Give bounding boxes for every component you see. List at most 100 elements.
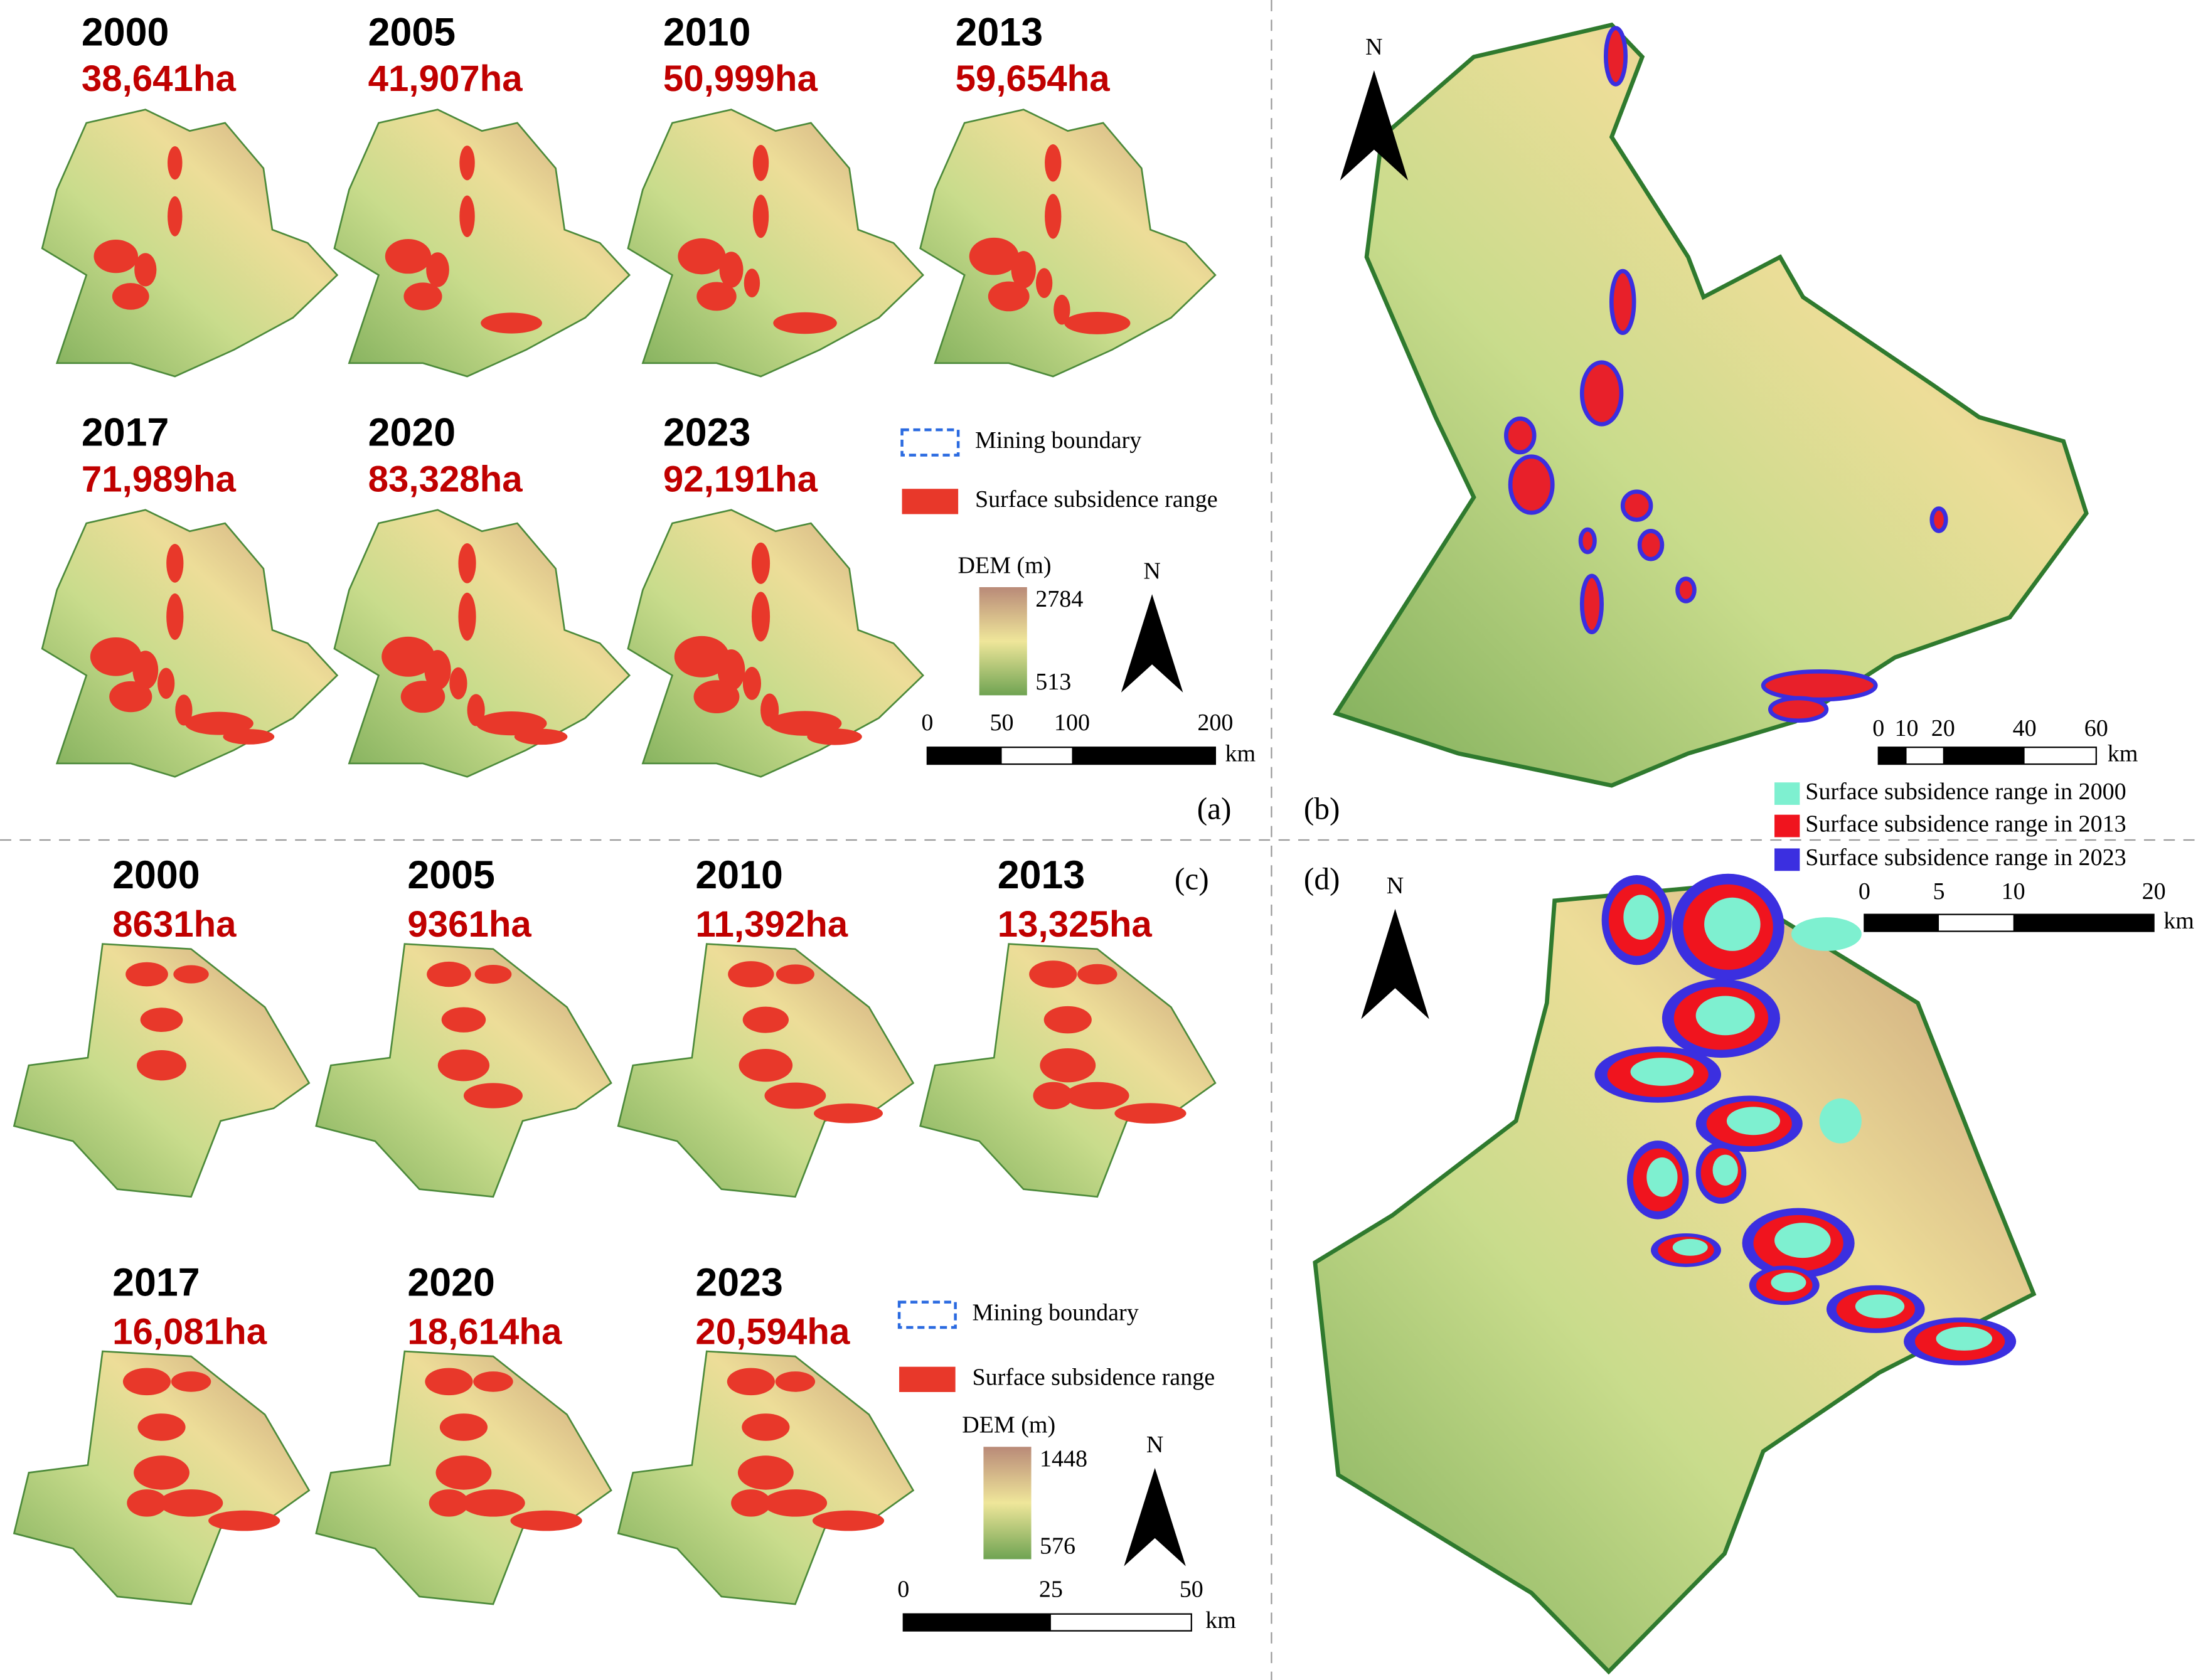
panel-label: (b): [1304, 792, 1340, 826]
subsidence-area: [134, 253, 157, 287]
north-arrow: [1340, 70, 1409, 181]
subsidence-area: [1579, 573, 1604, 634]
scale-unit: km: [2163, 908, 2194, 934]
subsidence-area: [1045, 144, 1062, 182]
legend-label: Surface subsidence range in 2000: [1805, 779, 2126, 805]
subsidence-area: [481, 312, 542, 334]
subsidence-area: [1504, 416, 1537, 455]
region-map: [919, 109, 1217, 378]
subsidence-2000: [1695, 996, 1755, 1036]
subsidence-area: [459, 146, 475, 181]
scale-tick-label: 50: [1180, 1576, 1203, 1603]
dem-bar: [983, 1447, 1032, 1560]
subsidence-area: [514, 728, 568, 745]
year-label: 2023: [695, 1260, 782, 1304]
subsidence-area: [1675, 577, 1697, 603]
subsidence-area: [93, 240, 139, 274]
subsidence-area: [426, 252, 449, 287]
subsidence-area: [1768, 696, 1829, 723]
year-label: 2013: [956, 11, 1043, 55]
north-label: N: [1365, 34, 1382, 60]
scale-tick-label: 25: [1039, 1576, 1063, 1603]
subsidence-area: [752, 145, 769, 181]
subsidence-area: [424, 650, 451, 690]
area-label: 92,191ha: [663, 459, 818, 499]
subsidence-area: [1045, 194, 1062, 239]
subsidence-area: [1761, 669, 1878, 702]
subsidence-area: [1620, 489, 1653, 522]
year-label: 2000: [82, 11, 169, 55]
subsidence-area: [166, 593, 184, 640]
subsidence-area: [737, 1455, 794, 1490]
subsidence-2000: [1774, 1223, 1831, 1258]
subsidence-area: [510, 1510, 582, 1531]
subsidence-area: [760, 693, 779, 727]
dem-max: 1448: [1040, 1445, 1087, 1472]
subsidence-area: [137, 1413, 186, 1441]
dem-min: 513: [1035, 669, 1071, 695]
subsidence-2000: [1672, 1238, 1708, 1256]
year-label: 2017: [112, 1260, 200, 1304]
legend-label: Surface subsidence range: [975, 486, 1218, 513]
scale-tick-label: 0: [921, 710, 933, 736]
year-label: 2020: [407, 1260, 494, 1304]
subsidence-area: [751, 592, 771, 642]
region-map: [41, 509, 339, 778]
panel-label: (c): [1175, 861, 1209, 896]
subsidence-2000: [1771, 1272, 1806, 1292]
subsidence-area: [812, 1510, 885, 1531]
subsidence-area: [168, 146, 183, 180]
scale-bar-segment: [1943, 747, 2025, 765]
subsidence-area: [728, 961, 774, 988]
subsidence-area: [137, 1050, 187, 1081]
year-label: 2005: [407, 853, 494, 897]
scale-bar-segment: [903, 1614, 1051, 1631]
subsidence-area: [775, 1371, 816, 1392]
area-label: 16,081ha: [112, 1312, 267, 1353]
year-label: 2010: [695, 853, 782, 897]
scale-bar-segment: [2013, 914, 2154, 932]
legend-label: Surface subsidence range: [973, 1364, 1215, 1391]
subsidence-area: [166, 544, 184, 583]
legend-label: Mining boundary: [975, 427, 1141, 454]
area-label: 18,614ha: [407, 1312, 562, 1353]
subsidence-area: [742, 1006, 789, 1033]
subsidence-area: [403, 282, 442, 311]
year-label: 2013: [998, 853, 1085, 897]
region-map: [1313, 883, 2037, 1675]
subsidence-2000: [1726, 1107, 1780, 1135]
subsidence-area: [208, 1510, 280, 1531]
subsidence-area: [1029, 960, 1077, 988]
area-label: 38,641ha: [82, 58, 237, 99]
subsidence-2000: [1646, 1157, 1678, 1197]
area-label: 71,989ha: [82, 459, 237, 499]
subsidence-area: [173, 965, 209, 984]
year-label: 2023: [663, 411, 750, 455]
subsidence-area: [693, 680, 740, 713]
subsidence-area: [467, 694, 485, 726]
subsidence-area: [1064, 312, 1131, 334]
region-map: [627, 109, 925, 378]
subsidence-2000: [1630, 1058, 1694, 1086]
area-label: 8631ha: [112, 904, 237, 945]
scale-tick-label: 0: [1872, 715, 1884, 742]
legend-label: Surface subsidence range in 2023: [1805, 844, 2126, 871]
subsidence-area: [1609, 268, 1636, 336]
subsidence-area: [168, 196, 183, 237]
region-map: [1333, 22, 2089, 788]
scale-unit: km: [1225, 740, 1256, 767]
scale-tick-label: 10: [1894, 715, 1918, 742]
subsidence-area: [459, 195, 475, 238]
area-label: 20,594ha: [695, 1312, 850, 1353]
legend-swatch: [1774, 814, 1800, 837]
scale-bar-segment: [1072, 747, 1215, 765]
area-label: 50,999ha: [663, 58, 818, 99]
subsidence-area: [678, 238, 726, 275]
year-label: 2020: [368, 411, 456, 455]
subsidence-area: [969, 237, 1019, 275]
subsidence-area: [441, 1007, 486, 1033]
subsidence-area: [461, 1489, 525, 1517]
year-label: 2000: [112, 853, 200, 897]
subsidence-area: [427, 961, 471, 987]
subsidence-area: [773, 312, 837, 334]
